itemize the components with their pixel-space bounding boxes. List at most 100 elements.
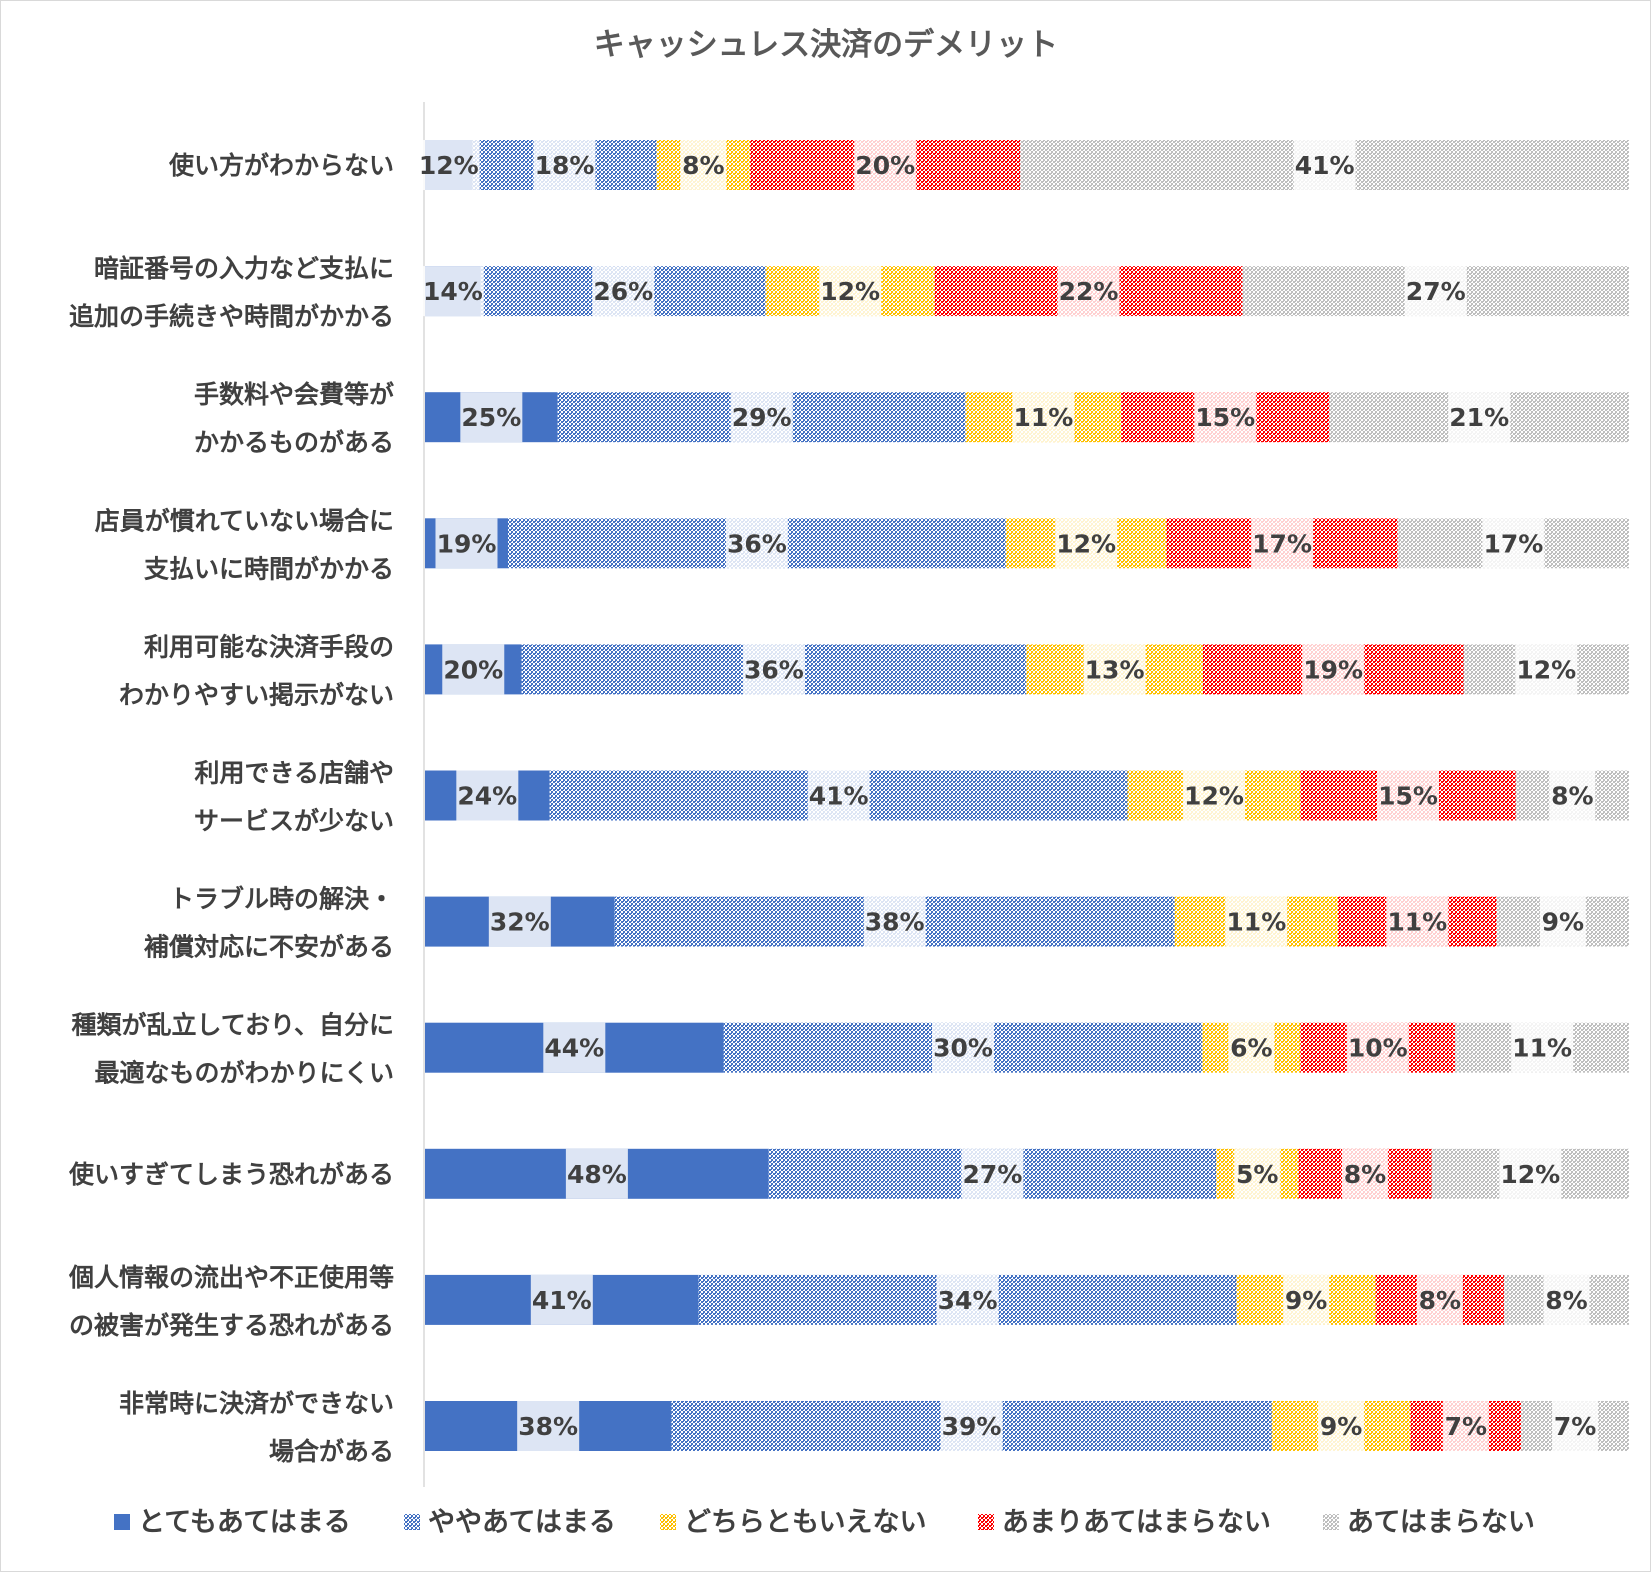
data-label-box-11-4 bbox=[1442, 1401, 1489, 1451]
data-label-3-5: 21% bbox=[1449, 403, 1509, 432]
data-label-9-4: 8% bbox=[1344, 1160, 1386, 1189]
data-label-5-4: 19% bbox=[1303, 655, 1363, 684]
data-label-1-3: 8% bbox=[682, 151, 724, 180]
data-label-7-1: 32% bbox=[490, 908, 550, 937]
data-label-2-3: 12% bbox=[820, 277, 880, 306]
data-label-6-2: 41% bbox=[809, 782, 869, 811]
legend-swatch-1 bbox=[114, 1514, 130, 1530]
data-label-box-9-5 bbox=[1499, 1148, 1562, 1199]
data-label-1-2: 18% bbox=[535, 151, 595, 180]
data-label-box-8-1 bbox=[543, 1022, 606, 1073]
data-label-9-1: 48% bbox=[567, 1160, 627, 1189]
data-label-box-1-3 bbox=[680, 140, 727, 190]
data-label-box-1-1 bbox=[417, 140, 480, 190]
data-label-box-2-4 bbox=[1057, 266, 1120, 317]
data-label-7-5: 9% bbox=[1542, 908, 1584, 937]
data-label-5-2: 36% bbox=[744, 655, 804, 684]
data-label-4-1: 19% bbox=[437, 529, 497, 558]
data-label-box-2-5 bbox=[1404, 266, 1467, 317]
category-label-1-line-1: 使い方がわからない bbox=[168, 151, 394, 180]
data-label-11-2: 39% bbox=[942, 1412, 1002, 1441]
data-label-box-7-5 bbox=[1539, 896, 1586, 947]
data-label-box-11-2 bbox=[940, 1401, 1003, 1451]
data-label-box-7-1 bbox=[488, 896, 551, 947]
data-label-8-1: 44% bbox=[544, 1034, 604, 1063]
legend-swatch-4 bbox=[978, 1514, 994, 1530]
data-label-box-3-1 bbox=[460, 392, 523, 443]
data-label-box-5-5 bbox=[1515, 644, 1578, 695]
data-label-box-4-3 bbox=[1055, 518, 1118, 569]
data-label-box-9-4 bbox=[1342, 1148, 1389, 1199]
data-label-7-2: 38% bbox=[865, 908, 925, 937]
data-label-box-2-2 bbox=[592, 266, 655, 317]
category-label-6-line-1: 利用できる店舗や bbox=[194, 759, 394, 788]
data-label-box-11-3 bbox=[1318, 1401, 1365, 1451]
data-label-3-3: 11% bbox=[1013, 403, 1073, 432]
data-label-box-4-4 bbox=[1251, 518, 1314, 569]
data-label-box-9-3 bbox=[1234, 1148, 1281, 1199]
data-label-box-3-4 bbox=[1194, 392, 1257, 443]
data-label-1-4: 20% bbox=[855, 151, 915, 180]
data-label-box-7-4 bbox=[1386, 896, 1449, 947]
category-label-5-line-2: わかりやすい掲示がない bbox=[119, 680, 394, 709]
legend-label-3: どちらともいえない bbox=[684, 1507, 926, 1538]
data-label-box-6-4 bbox=[1377, 770, 1440, 821]
data-label-box-1-5 bbox=[1293, 140, 1356, 190]
data-label-10-4: 8% bbox=[1419, 1286, 1461, 1315]
data-label-box-6-3 bbox=[1182, 770, 1245, 821]
data-label-box-4-5 bbox=[1482, 518, 1545, 569]
category-label-9-line-1: 使いすぎてしまう恐れがある bbox=[68, 1160, 394, 1189]
data-label-10-2: 34% bbox=[938, 1286, 998, 1315]
data-label-4-4: 17% bbox=[1252, 529, 1312, 558]
data-label-8-4: 10% bbox=[1348, 1034, 1408, 1063]
data-label-8-2: 30% bbox=[933, 1034, 993, 1063]
data-label-4-5: 17% bbox=[1483, 529, 1543, 558]
data-label-box-5-1 bbox=[442, 644, 505, 695]
legend-label-2: ややあてはまる bbox=[428, 1507, 616, 1538]
category-label-2-line-2: 追加の手続きや時間がかかる bbox=[69, 302, 394, 331]
data-label-6-3: 12% bbox=[1184, 782, 1244, 811]
category-label-10-line-2: の被害が発生する恐れがある bbox=[69, 1311, 394, 1340]
data-label-11-5: 7% bbox=[1554, 1412, 1596, 1441]
data-label-box-9-1 bbox=[565, 1148, 628, 1199]
category-label-8-line-2: 最適なものがわかりにくい bbox=[94, 1059, 394, 1088]
data-label-11-1: 38% bbox=[518, 1412, 578, 1441]
data-label-box-8-4 bbox=[1346, 1022, 1409, 1073]
category-label-6-line-2: サービスが少ない bbox=[194, 807, 394, 836]
data-label-4-2: 36% bbox=[727, 529, 787, 558]
data-label-7-4: 11% bbox=[1387, 908, 1447, 937]
data-label-6-1: 24% bbox=[457, 782, 517, 811]
data-label-2-5: 27% bbox=[1406, 277, 1466, 306]
data-label-box-4-2 bbox=[725, 518, 788, 569]
data-label-2-4: 22% bbox=[1059, 277, 1119, 306]
legend-label-1: とてもあてはまる bbox=[138, 1507, 351, 1538]
data-label-10-5: 8% bbox=[1545, 1286, 1587, 1315]
chart-title: キャッシュレス決済のデメリット bbox=[594, 27, 1058, 63]
data-label-box-8-3 bbox=[1228, 1022, 1275, 1073]
data-label-box-11-1 bbox=[517, 1401, 580, 1451]
legend-swatch-3 bbox=[660, 1514, 676, 1530]
data-label-3-2: 29% bbox=[732, 403, 792, 432]
data-label-3-4: 15% bbox=[1195, 403, 1255, 432]
data-label-9-3: 5% bbox=[1236, 1160, 1278, 1189]
category-label-4-line-1: 店員が慣れていない場合に bbox=[95, 506, 394, 535]
legend-swatch-2 bbox=[404, 1514, 420, 1530]
data-label-box-8-5 bbox=[1511, 1022, 1574, 1073]
data-label-box-3-2 bbox=[730, 392, 793, 443]
data-label-box-5-4 bbox=[1302, 644, 1365, 695]
category-labels-layer: 使い方がわからない暗証番号の入力など支払に追加の手続きや時間がかかる手数料や会費… bbox=[68, 151, 394, 1466]
category-label-3-line-2: かかるものがある bbox=[194, 428, 394, 457]
data-label-5-1: 20% bbox=[443, 655, 503, 684]
legend-label-5: あてはまらない bbox=[1347, 1507, 1535, 1538]
data-label-10-3: 9% bbox=[1285, 1286, 1327, 1315]
data-label-box-5-2 bbox=[742, 644, 805, 695]
data-label-box-10-3 bbox=[1283, 1274, 1330, 1325]
data-label-6-4: 15% bbox=[1378, 782, 1438, 811]
data-label-box-10-2 bbox=[936, 1274, 999, 1325]
data-label-box-1-2 bbox=[533, 140, 596, 190]
data-label-box-10-1 bbox=[530, 1274, 593, 1325]
data-label-box-6-1 bbox=[456, 770, 519, 821]
data-label-box-4-1 bbox=[435, 518, 498, 569]
